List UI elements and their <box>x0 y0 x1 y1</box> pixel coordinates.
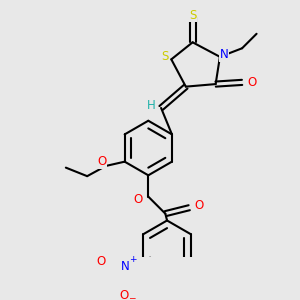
Text: H: H <box>146 99 155 112</box>
Text: O: O <box>97 155 106 168</box>
Text: S: S <box>161 50 168 63</box>
Text: −: − <box>128 294 135 300</box>
Text: O: O <box>248 76 257 89</box>
Text: O: O <box>195 200 204 212</box>
Text: O: O <box>96 255 105 268</box>
Text: N: N <box>220 48 229 61</box>
Text: +: + <box>129 255 136 264</box>
Text: N: N <box>121 260 130 273</box>
Text: O: O <box>134 193 143 206</box>
Text: S: S <box>189 8 196 22</box>
Text: O: O <box>119 289 128 300</box>
